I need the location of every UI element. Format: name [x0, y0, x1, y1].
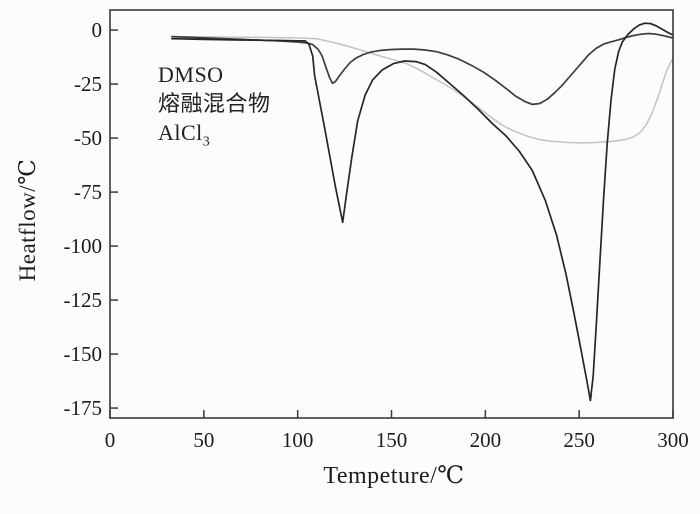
y-tick-label: -25 — [74, 72, 102, 96]
y-tick-label: -150 — [64, 342, 103, 366]
x-tick-label: 50 — [193, 428, 214, 452]
x-tick-label: 0 — [105, 428, 116, 452]
y-tick-label: -100 — [64, 234, 103, 258]
x-axis-label: Tempeture/℃ — [323, 463, 465, 489]
y-tick-label: 0 — [92, 18, 103, 42]
series-line-2 — [171, 22, 674, 402]
legend-block: DMSO 熔融混合物 AlCl3 — [158, 60, 271, 156]
y-tick-label: -75 — [74, 180, 102, 204]
x-tick-label: 250 — [563, 428, 595, 452]
y-tick-label: -125 — [64, 288, 103, 312]
series-line-0 — [171, 35, 674, 144]
legend-line-dmso: DMSO — [158, 62, 224, 87]
x-tick-label: 100 — [282, 428, 314, 452]
x-tick-label: 200 — [470, 428, 502, 452]
x-tick-label: 150 — [376, 428, 408, 452]
legend-line-mixture: 熔融混合物 — [158, 91, 271, 116]
y-tick-label: -50 — [74, 126, 102, 150]
y-tick-label: -175 — [64, 396, 103, 420]
x-tick-label: 300 — [657, 428, 689, 452]
series-line-1 — [171, 32, 674, 106]
y-axis-label: Heatflow/℃ — [15, 158, 40, 282]
legend-line-alcl3: AlCl3 — [158, 120, 211, 150]
